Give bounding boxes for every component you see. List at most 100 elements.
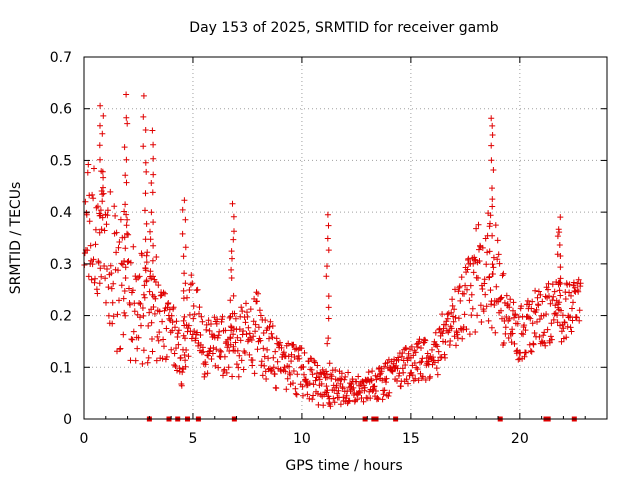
data-point [156,329,163,336]
data-point [326,360,333,367]
data-point [123,91,130,98]
data-point [402,362,409,368]
data-point [166,315,173,322]
data-point [492,329,499,336]
data-point [253,289,260,296]
data-point [150,219,157,226]
data-point [489,196,496,203]
data-point [152,279,159,285]
data-point [148,275,155,282]
data-point [179,206,186,213]
data-point [557,292,564,299]
data-point [97,102,104,109]
data-point [268,330,275,337]
data-point [310,392,317,399]
data-point [566,281,573,288]
data-point [454,335,461,342]
data-point [286,363,293,370]
data-point [494,237,501,244]
data-point [510,299,517,306]
data-point [489,261,496,268]
data-point [450,318,457,325]
y-tick-label: 0.2 [50,309,72,325]
data-point [555,226,562,233]
data-point [506,304,513,311]
data-point [153,357,160,364]
data-point [123,211,130,218]
data-point [549,281,556,288]
axes: 0 0.1 0.2 0.3 0.4 0.5 0.6 0.7 0 5 10 15 20 [50,50,607,447]
data-point [328,373,335,380]
data-point [301,371,307,378]
data-point [312,377,319,384]
data-point [259,372,266,379]
data-point [230,331,237,338]
data-point [511,314,517,321]
data-point [130,328,137,335]
x-tick-label: 5 [188,431,197,447]
data-point [230,236,237,243]
data-point [182,335,188,342]
data-point [479,244,486,251]
data-point [116,297,122,304]
data-point [489,271,496,277]
data-point [180,332,187,339]
data-point [419,373,426,380]
data-point [213,346,220,353]
data-point [98,226,105,233]
data-point [386,389,393,396]
data-point [261,353,268,360]
data-point [160,336,167,343]
data-point [255,324,262,331]
data-point [152,295,159,302]
data-point [170,304,177,311]
data-point [270,354,277,361]
data-point [404,357,411,364]
data-point [466,331,473,338]
data-point [92,275,98,282]
data-point [349,386,355,393]
data-point [116,239,123,245]
data-point [546,293,552,300]
data-point [333,382,340,389]
data-point [97,207,104,214]
data-point [94,203,101,210]
data-point [186,311,193,318]
data-point [258,358,265,365]
data-point [230,347,237,354]
data-point [129,287,136,294]
data-point [151,310,158,317]
data-point [478,319,485,325]
data-point [101,263,108,269]
data-point [90,195,97,202]
data-point [114,311,121,318]
data-point [175,327,182,334]
data-point [138,322,144,329]
data-point [148,180,155,186]
data-point [229,373,236,380]
data-point [502,330,509,337]
data-point [249,362,256,369]
data-point [342,373,349,380]
data-point [163,325,170,332]
data-point [229,200,236,207]
data-point [550,293,557,300]
data-point [200,348,207,355]
data-point [141,294,148,301]
data-point [252,321,259,328]
data-point [143,220,150,227]
data-point [475,221,482,228]
data-point [221,353,228,360]
data-point [527,315,534,322]
data-point [449,302,456,309]
data-point [89,191,96,198]
data-point [327,403,334,410]
data-point [229,255,235,262]
data-point [205,317,212,324]
data-point [575,276,582,283]
data-point [272,348,279,355]
data-point [122,172,129,179]
data-point [453,342,459,349]
data-point [409,372,416,379]
data-point [325,304,332,311]
